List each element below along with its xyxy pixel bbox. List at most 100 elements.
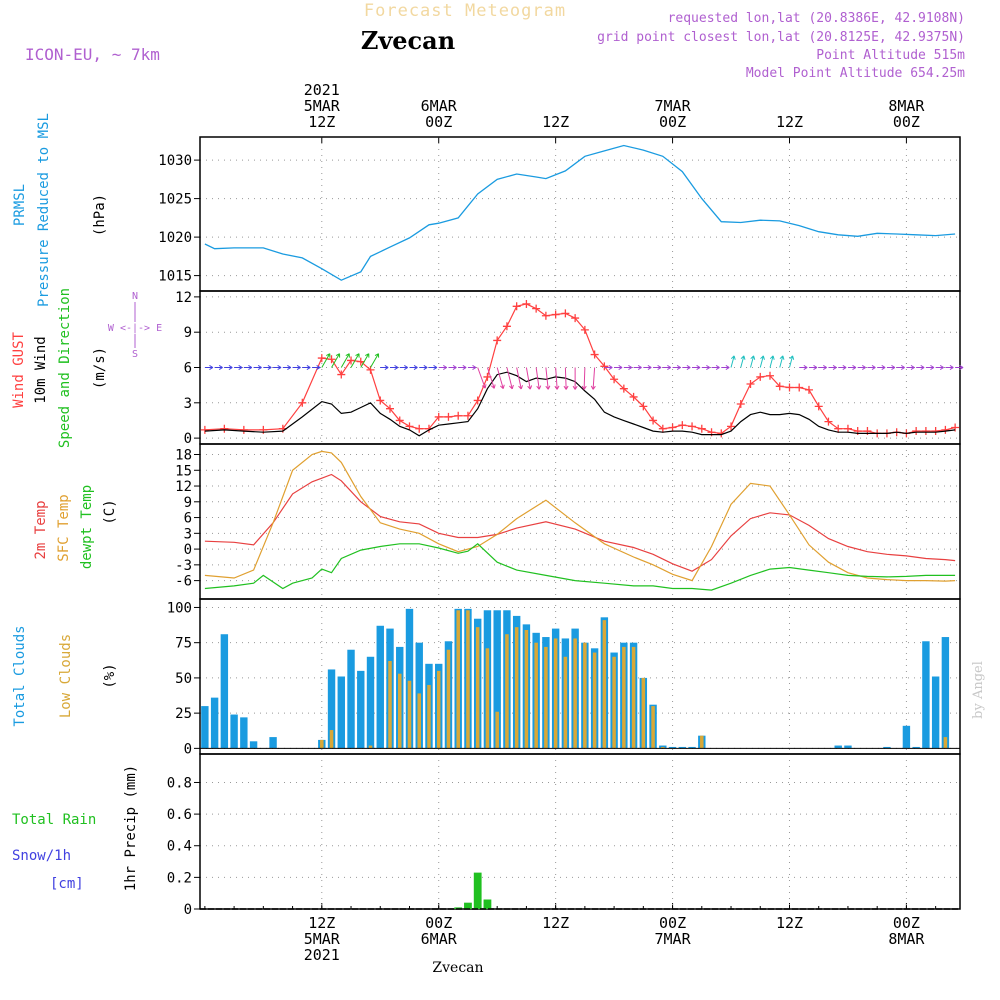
gust-marker [843, 424, 852, 433]
wind-direction-arrow [750, 355, 756, 368]
rain-bar [454, 907, 463, 909]
y-tick-label: 6 [184, 511, 192, 527]
gust-marker [200, 425, 209, 434]
wind-direction-arrow [945, 365, 954, 370]
grid-point-coords: grid point closest lon,lat (20.8125E, 42… [597, 30, 965, 45]
y-tick-label: 0 [184, 542, 192, 558]
wind-direction-arrow [572, 367, 578, 390]
wind-speed-dir-label: Speed and Direction [57, 288, 73, 448]
pressure-msl-label: Pressure Reduced to MSL [36, 113, 52, 307]
low-cloud-bar [943, 737, 948, 749]
wind-direction-arrow [428, 365, 438, 370]
total-cloud-bar [210, 697, 219, 749]
wind-direction-arrow [799, 365, 808, 370]
gust-marker [785, 383, 794, 392]
pressure-unit: (hPa) [92, 194, 108, 236]
wind-direction-arrow [916, 365, 925, 370]
cloud-labels: Total Clouds Low Clouds (%) [12, 625, 118, 726]
wind-direction-arrow [828, 365, 837, 370]
low-cloud-bar [573, 638, 577, 749]
total-cloud-bar [668, 746, 677, 749]
gust-marker [454, 411, 463, 420]
requested-coords: requested lon,lat (20.8386E, 42.9108N) [668, 11, 965, 26]
total-cloud-bar [240, 717, 248, 749]
location-title: Zvecan [361, 26, 455, 55]
gust-marker [444, 412, 453, 421]
gust-marker [610, 375, 619, 384]
total-rain-label: Total Rain [12, 812, 96, 828]
wind-direction-arrow [653, 365, 662, 370]
gust-marker [532, 304, 541, 313]
credit-label: by Angel [971, 661, 986, 719]
total-cloud-bar [366, 656, 375, 749]
low-cloud-bar [388, 661, 392, 749]
wind-direction-arrow [204, 365, 214, 370]
low-cloud-bar [583, 642, 587, 749]
y-tick-label: 0.2 [167, 870, 192, 886]
wind-direction-arrow [554, 367, 560, 390]
forecast-title: Forecast Meteogram [364, 1, 566, 21]
wind-direction-arrow [370, 353, 380, 368]
y-tick-label: 100 [167, 600, 192, 616]
gust-marker [356, 357, 365, 366]
top-tick-label: 5MAR [304, 97, 341, 115]
wind-direction-arrow [721, 365, 730, 370]
gust-marker [493, 336, 502, 345]
temp-unit: (C) [102, 499, 118, 524]
y-tick-label: 3 [184, 526, 192, 542]
top-tick-label: 12Z [308, 113, 335, 131]
total-cloud-bar [230, 714, 238, 749]
y-tick-label: 12 [175, 290, 192, 306]
y-tick-label: 1020 [158, 230, 192, 246]
wind-direction-arrow [360, 353, 370, 368]
bottom-tick-label: 8MAR [888, 930, 925, 948]
wind-direction-arrow [340, 353, 350, 368]
gust-marker [473, 396, 482, 405]
total-cloud-bar [201, 706, 209, 749]
total-cloud-bar [902, 725, 911, 749]
wind-direction-arrow [847, 365, 857, 370]
wind-direction-arrow [906, 365, 915, 370]
top-tick-label: 7MAR [655, 97, 692, 115]
gust-marker [502, 322, 511, 331]
y-tick-label: 25 [175, 706, 192, 722]
gust-marker [775, 382, 784, 391]
wind-direction-arrow [682, 365, 691, 370]
wind-direction-arrow [955, 365, 964, 370]
compass-n: N [132, 291, 138, 302]
wind-direction-arrow [711, 365, 720, 370]
gust-marker [600, 362, 609, 371]
gust-marker [658, 424, 667, 433]
wind-direction-arrow [292, 365, 301, 370]
precip-panel: 0 0.2 0.4 0.6 0.8 [167, 753, 961, 918]
wind-direction-arrow [779, 355, 785, 368]
gust-marker [697, 424, 706, 433]
wind-direction-arrow [448, 365, 457, 370]
temp-labels: 2m Temp SFC Temp dewpt Temp (C) [33, 485, 118, 569]
wind-direction-arrow [857, 365, 866, 370]
low-cloud-bar [485, 648, 490, 749]
top-tick-label: 12Z [542, 113, 569, 131]
point-altitude: Point Altitude 515m [816, 48, 965, 63]
total-cloud-bar [922, 641, 930, 749]
low-cloud-bar [534, 642, 538, 749]
gust-marker [541, 311, 550, 320]
wind-direction-arrow [253, 365, 262, 370]
temp-sfc-label: SFC Temp [56, 494, 72, 561]
wind-panel: 0 3 6 9 12 [175, 290, 964, 447]
wind-direction-arrow [263, 365, 272, 370]
wind-direction-arrow [234, 365, 243, 370]
gust-marker [220, 424, 229, 433]
wind-direction-arrow [740, 355, 746, 368]
temp-dewpt-label: dewpt Temp [79, 485, 95, 569]
wind-unit: (m/s) [92, 347, 108, 389]
wind-direction-arrow [302, 365, 311, 370]
wind-direction-arrow [692, 365, 701, 370]
wind-direction-arrow [321, 353, 331, 368]
bottom-tick-label: 7MAR [655, 930, 692, 948]
total-cloud-bar [493, 610, 501, 749]
dewpt-line [204, 543, 956, 591]
wind-direction-arrow [581, 367, 587, 390]
gust-marker [405, 422, 414, 431]
